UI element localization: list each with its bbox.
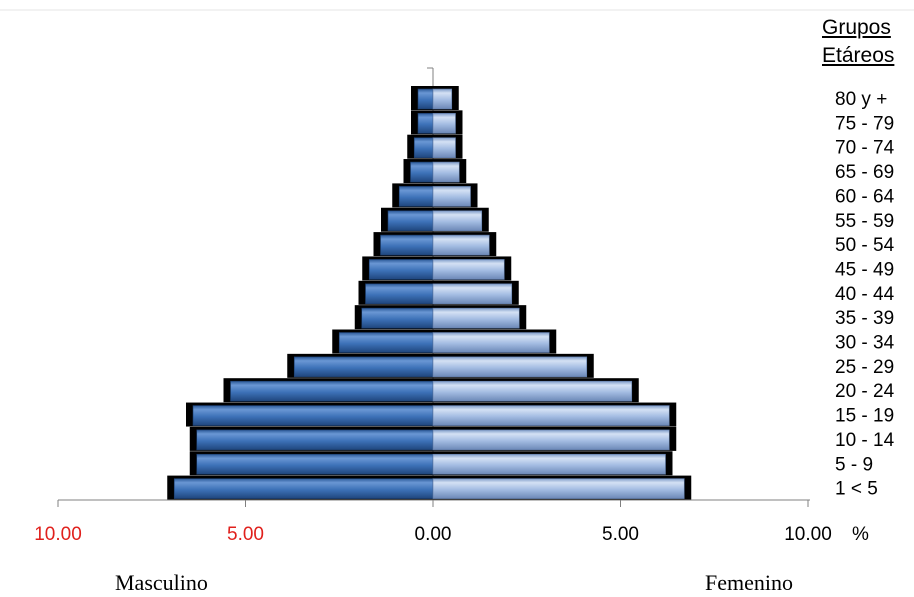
male-axis-label: Masculino — [115, 570, 208, 595]
male-bar — [361, 307, 434, 329]
male-bar — [417, 88, 434, 110]
age-group-label: 40 - 44 — [835, 284, 895, 305]
age-group-label: 35 - 39 — [835, 308, 894, 329]
age-group-label: 70 - 74 — [835, 138, 895, 159]
x-tick-label: 5.00 — [602, 524, 639, 545]
female-bar — [432, 113, 456, 134]
pyramid-row — [354, 305, 527, 330]
pyramid-row — [189, 426, 677, 451]
age-group-label: 1 < 5 — [835, 479, 878, 500]
male-bar — [196, 453, 434, 475]
pyramid-row — [407, 134, 463, 159]
age-group-label: 75 - 79 — [835, 113, 894, 134]
pyramid-row — [411, 86, 459, 110]
male-bar — [192, 405, 434, 426]
female-bar — [432, 307, 520, 329]
female-bar — [432, 234, 490, 256]
age-group-label: 20 - 24 — [835, 381, 895, 402]
age-group-label: 5 - 9 — [835, 454, 873, 475]
male-bar — [368, 259, 434, 280]
x-tick-label: 10.00 — [784, 524, 832, 545]
pyramid-row — [373, 232, 497, 257]
female-bar — [432, 380, 633, 402]
x-unit-label: % — [852, 524, 869, 545]
age-group-label: 25 - 29 — [835, 357, 894, 378]
legend-title-line2: Etáreos — [822, 44, 895, 67]
female-bar — [432, 429, 670, 451]
female-bar — [432, 186, 471, 207]
pyramid-row — [167, 475, 692, 500]
legend-title-line1: Grupos — [822, 16, 891, 39]
pyramid-row — [223, 378, 639, 403]
pyramid-row — [392, 183, 478, 208]
age-group-label: 45 - 49 — [835, 259, 894, 280]
female-bar — [432, 259, 505, 280]
pyramid-row — [186, 402, 677, 427]
female-bar — [432, 88, 453, 110]
female-bar — [432, 210, 483, 232]
male-bar — [380, 234, 434, 256]
age-group-label: 60 - 64 — [835, 186, 895, 207]
age-group-label: 80 y + — [835, 89, 887, 110]
male-bar — [365, 283, 434, 305]
female-bar — [432, 405, 670, 426]
age-group-label: 65 - 69 — [835, 162, 894, 183]
pyramid-row — [362, 256, 512, 281]
male-bar — [196, 429, 434, 451]
female-bar — [432, 478, 685, 499]
male-bar — [398, 186, 434, 207]
pyramid-row — [381, 207, 489, 232]
pyramid-row — [358, 280, 519, 305]
male-bar — [417, 113, 434, 134]
male-bar — [230, 380, 434, 402]
pyramid-row — [287, 353, 594, 378]
pyramid-row — [189, 451, 673, 476]
female-bar — [432, 332, 550, 353]
female-axis-label: Femenino — [705, 570, 793, 595]
female-bar — [432, 137, 456, 158]
male-bar — [173, 478, 434, 499]
male-bar — [293, 356, 434, 378]
age-group-label: 55 - 59 — [835, 211, 894, 232]
female-bar — [432, 356, 588, 378]
female-bar — [432, 453, 666, 475]
x-tick-label: 0.00 — [415, 524, 452, 545]
pyramid-row — [332, 329, 557, 354]
male-bar — [413, 137, 434, 158]
age-group-label: 10 - 14 — [835, 430, 895, 451]
age-group-label: 50 - 54 — [835, 235, 895, 256]
male-bar — [338, 332, 434, 353]
age-group-label: 30 - 34 — [835, 333, 895, 354]
x-tick-label: 5.00 — [227, 524, 264, 545]
female-bar — [432, 161, 460, 183]
female-bar — [432, 283, 513, 305]
x-tick-label: 10.00 — [34, 524, 82, 545]
pyramid-row — [411, 110, 463, 135]
pyramid-row — [403, 159, 467, 184]
male-bar — [410, 161, 434, 183]
age-group-label: 15 - 19 — [835, 406, 894, 427]
male-bar — [387, 210, 434, 232]
